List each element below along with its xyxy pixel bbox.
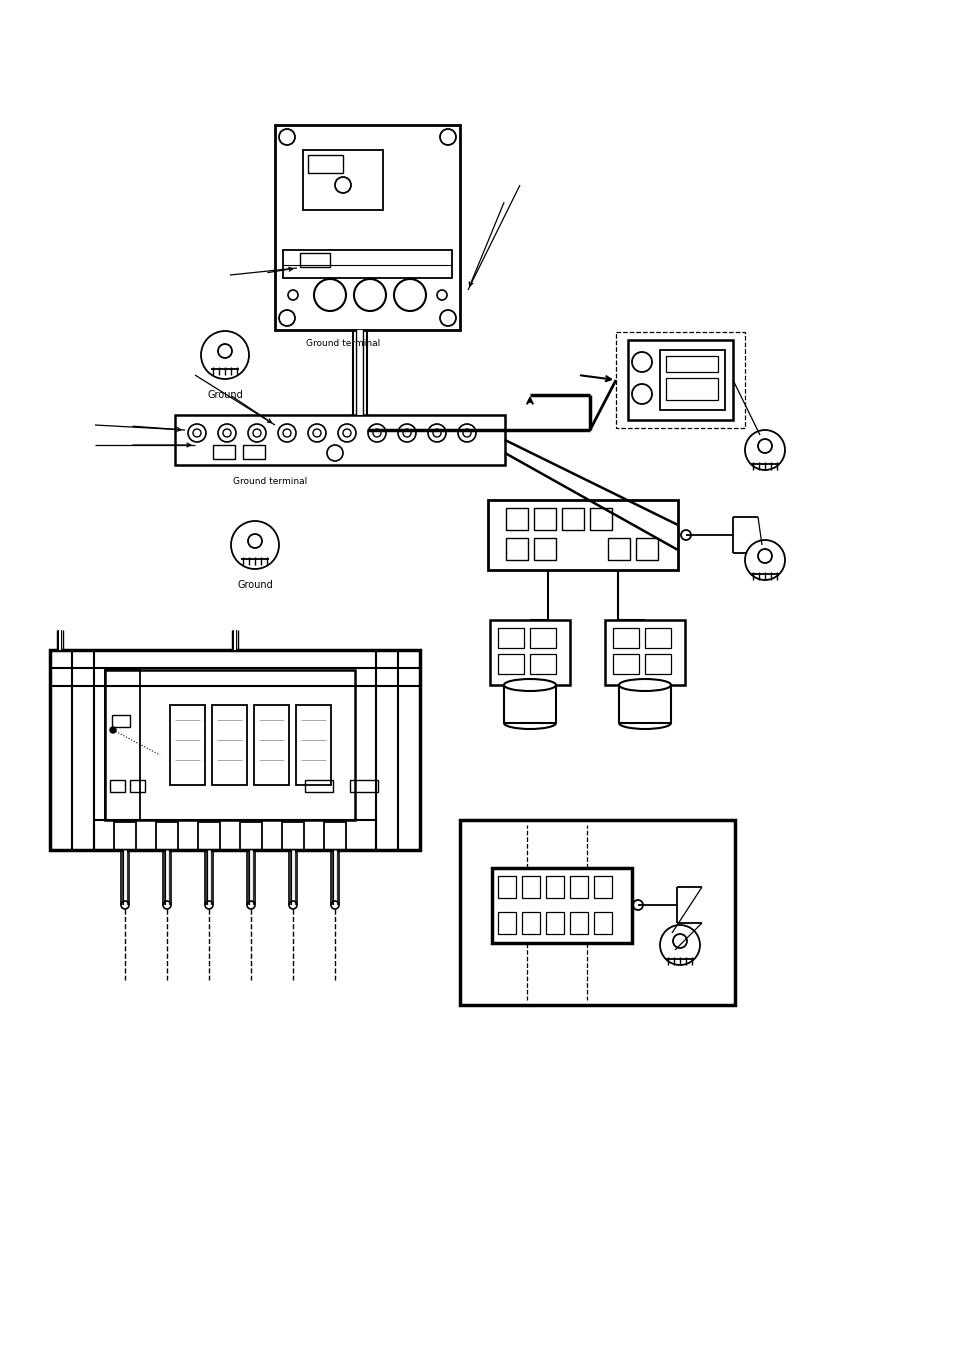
Bar xyxy=(613,653,639,674)
Bar xyxy=(665,378,718,400)
Bar xyxy=(665,356,718,373)
Circle shape xyxy=(659,925,700,965)
Bar xyxy=(459,819,734,1004)
Bar xyxy=(274,126,459,329)
Ellipse shape xyxy=(503,679,556,691)
Bar xyxy=(212,705,247,784)
Circle shape xyxy=(201,331,249,379)
Circle shape xyxy=(744,540,784,580)
Bar xyxy=(112,716,130,728)
Bar xyxy=(490,620,569,684)
Circle shape xyxy=(231,521,278,568)
Bar xyxy=(299,252,330,267)
Ellipse shape xyxy=(618,679,670,691)
Bar xyxy=(488,500,678,570)
Bar xyxy=(170,705,205,784)
Bar xyxy=(94,819,375,850)
Bar xyxy=(492,868,631,944)
Bar xyxy=(545,876,563,898)
Bar xyxy=(530,628,556,648)
Bar xyxy=(198,822,220,850)
Bar xyxy=(594,876,612,898)
Bar xyxy=(350,780,377,792)
Circle shape xyxy=(744,431,784,470)
Bar xyxy=(110,780,125,792)
Bar xyxy=(113,822,136,850)
Circle shape xyxy=(433,429,440,437)
Bar xyxy=(534,539,556,560)
Text: Ground terminal: Ground terminal xyxy=(233,477,307,486)
Bar xyxy=(604,620,684,684)
Bar xyxy=(243,446,265,459)
Circle shape xyxy=(223,429,231,437)
Bar xyxy=(569,876,587,898)
Bar xyxy=(308,155,343,173)
Circle shape xyxy=(283,429,291,437)
Bar xyxy=(627,340,732,420)
Bar xyxy=(240,822,262,850)
Circle shape xyxy=(110,728,116,733)
Bar xyxy=(636,539,658,560)
Bar xyxy=(534,508,556,531)
Bar xyxy=(295,705,331,784)
Circle shape xyxy=(462,429,471,437)
Bar xyxy=(521,913,539,934)
Bar xyxy=(607,539,629,560)
Bar xyxy=(613,628,639,648)
Bar xyxy=(644,628,670,648)
Bar xyxy=(505,539,527,560)
Bar xyxy=(282,822,304,850)
Bar xyxy=(50,649,419,850)
Circle shape xyxy=(193,429,201,437)
Bar xyxy=(105,670,355,819)
Bar xyxy=(253,705,289,784)
Bar xyxy=(530,653,556,674)
Bar xyxy=(303,150,382,211)
Bar xyxy=(644,653,670,674)
Bar xyxy=(616,332,744,428)
Text: Ground: Ground xyxy=(207,390,243,400)
Bar xyxy=(505,508,527,531)
Circle shape xyxy=(402,429,411,437)
Bar xyxy=(561,508,583,531)
Text: Ground terminal: Ground terminal xyxy=(306,339,379,348)
Circle shape xyxy=(373,429,380,437)
Bar xyxy=(174,414,504,464)
Bar xyxy=(213,446,234,459)
Bar xyxy=(105,670,140,819)
Bar xyxy=(305,780,333,792)
Bar xyxy=(545,913,563,934)
Bar xyxy=(497,876,516,898)
Text: Ground: Ground xyxy=(237,580,273,590)
Bar xyxy=(589,508,612,531)
Bar xyxy=(497,653,523,674)
Circle shape xyxy=(343,429,351,437)
Bar xyxy=(283,250,452,278)
Bar xyxy=(569,913,587,934)
Bar xyxy=(659,350,724,410)
Bar xyxy=(497,628,523,648)
Bar xyxy=(521,876,539,898)
Bar xyxy=(497,913,516,934)
Bar xyxy=(324,822,346,850)
Circle shape xyxy=(253,429,261,437)
Bar xyxy=(156,822,178,850)
Bar xyxy=(130,780,145,792)
Bar xyxy=(594,913,612,934)
Circle shape xyxy=(313,429,320,437)
